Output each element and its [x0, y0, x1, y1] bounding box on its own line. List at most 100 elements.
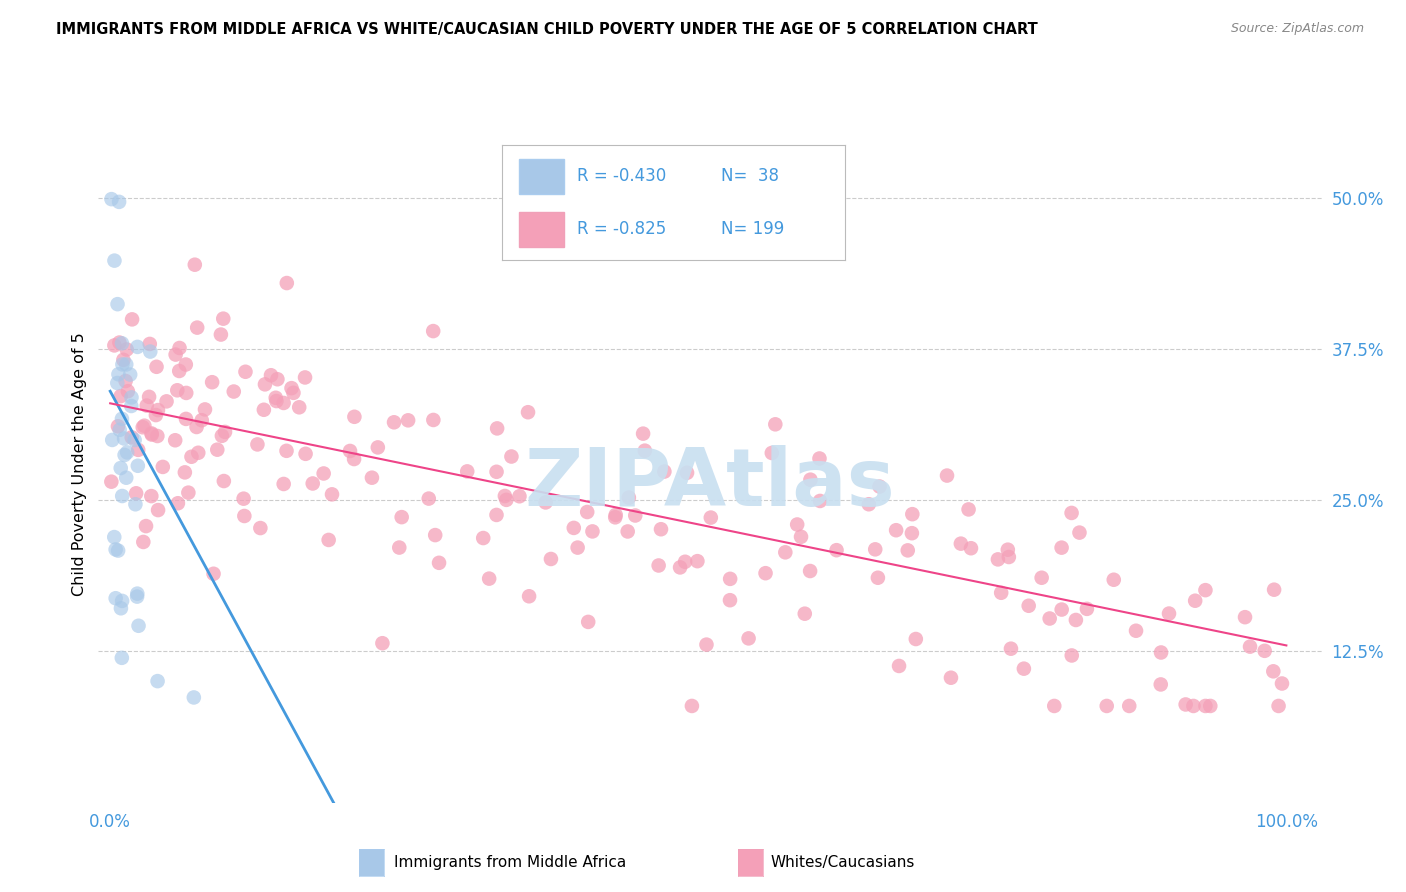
Point [1060, 648, 1083, 663]
Point [146, 429, 169, 443]
Point [110, 389, 132, 403]
Point [1043, 698, 1066, 713]
Point [174, 358, 197, 372]
Point [202, 566, 225, 581]
Point [283, 385, 305, 400]
FancyBboxPatch shape [519, 159, 564, 194]
Point [280, 381, 302, 395]
Point [391, 510, 413, 524]
Point [343, 409, 366, 424]
Text: ZIPAtlas: ZIPAtlas [524, 445, 896, 524]
Point [866, 571, 889, 585]
Point [105, 376, 128, 390]
Point [125, 486, 148, 500]
Point [276, 443, 298, 458]
Point [145, 408, 167, 422]
Point [998, 549, 1021, 564]
Point [1157, 607, 1180, 621]
Point [901, 526, 924, 541]
Point [617, 491, 640, 505]
Point [1069, 525, 1091, 540]
Point [186, 420, 208, 434]
Point [425, 528, 447, 542]
Point [124, 433, 146, 447]
Point [1150, 677, 1173, 691]
Point [194, 402, 217, 417]
Point [111, 650, 134, 665]
Point [111, 336, 134, 351]
Point [790, 530, 813, 544]
Point [235, 365, 257, 379]
Text: R = -0.430: R = -0.430 [578, 168, 666, 186]
Point [321, 487, 343, 501]
Point [155, 394, 177, 409]
Point [107, 297, 129, 311]
Point [173, 466, 195, 480]
Point [249, 521, 271, 535]
Point [605, 508, 627, 522]
Point [128, 619, 150, 633]
Point [135, 399, 157, 413]
Point [1102, 573, 1125, 587]
Point [371, 636, 394, 650]
Point [103, 253, 125, 268]
Point [495, 492, 517, 507]
Point [212, 311, 235, 326]
Point [718, 593, 741, 607]
Point [737, 632, 759, 646]
Point [111, 594, 134, 608]
Point [177, 485, 200, 500]
Point [190, 413, 212, 427]
Point [1271, 676, 1294, 690]
Point [1199, 698, 1222, 713]
Point [165, 348, 187, 362]
Point [1194, 583, 1216, 598]
Point [174, 412, 197, 426]
Point [146, 403, 169, 417]
Point [273, 396, 295, 410]
Point [207, 442, 229, 457]
Point [111, 412, 134, 426]
Point [127, 458, 149, 473]
Point [266, 372, 288, 386]
Point [121, 430, 143, 444]
Point [681, 698, 703, 713]
Point [808, 494, 831, 508]
Point [152, 459, 174, 474]
Point [1118, 698, 1140, 713]
Point [114, 448, 136, 462]
Point [901, 507, 924, 521]
Point [422, 324, 444, 338]
Point [167, 496, 190, 510]
Point [1039, 611, 1062, 625]
Point [904, 632, 927, 646]
Point [799, 473, 821, 487]
Point [246, 437, 269, 451]
Point [1076, 602, 1098, 616]
Point [517, 405, 540, 419]
Point [141, 489, 163, 503]
Point [135, 519, 157, 533]
Point [456, 464, 478, 478]
Point [103, 530, 125, 544]
Point [654, 465, 676, 479]
Point [1095, 698, 1118, 713]
Point [107, 543, 129, 558]
Point [887, 659, 910, 673]
Point [676, 466, 699, 480]
Point [576, 615, 599, 629]
Point [650, 522, 672, 536]
Point [761, 446, 783, 460]
Point [949, 536, 972, 550]
Point [494, 489, 516, 503]
Point [339, 444, 361, 458]
Point [115, 358, 138, 372]
Point [222, 384, 245, 399]
Point [103, 338, 125, 352]
Point [367, 441, 389, 455]
Point [1064, 613, 1087, 627]
Point [180, 450, 202, 464]
Point [100, 192, 122, 206]
Point [396, 413, 419, 427]
Point [754, 566, 776, 581]
